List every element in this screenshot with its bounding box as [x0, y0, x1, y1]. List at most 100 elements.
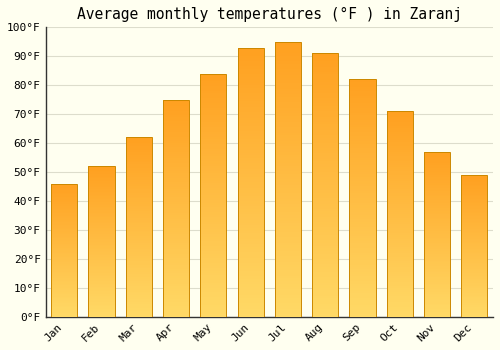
Bar	[387, 177, 413, 179]
Bar	[238, 276, 264, 279]
Bar	[350, 236, 376, 238]
Bar	[275, 275, 301, 278]
Bar	[424, 261, 450, 262]
Bar	[51, 277, 78, 278]
Bar	[126, 157, 152, 159]
Bar	[424, 206, 450, 208]
Bar	[51, 198, 78, 200]
Bar	[88, 166, 115, 317]
Bar	[51, 246, 78, 247]
Bar	[275, 152, 301, 155]
Bar	[424, 295, 450, 297]
Bar	[126, 252, 152, 254]
Bar	[51, 222, 78, 224]
Bar	[312, 167, 338, 169]
Bar	[387, 165, 413, 167]
Bar	[312, 198, 338, 201]
Bar	[238, 236, 264, 239]
Bar	[200, 300, 226, 302]
Bar	[88, 240, 115, 241]
Bar	[387, 214, 413, 216]
Bar	[163, 156, 189, 158]
Bar	[387, 251, 413, 253]
Bar	[312, 256, 338, 259]
Bar	[350, 248, 376, 250]
Bar	[126, 177, 152, 178]
Bar	[200, 266, 226, 268]
Bar	[462, 241, 487, 243]
Bar	[350, 96, 376, 98]
Bar	[238, 206, 264, 209]
Bar	[424, 219, 450, 221]
Bar	[275, 105, 301, 108]
Bar	[424, 286, 450, 287]
Bar	[200, 207, 226, 210]
Bar	[462, 270, 487, 271]
Bar	[200, 108, 226, 110]
Bar	[88, 246, 115, 247]
Bar	[275, 135, 301, 138]
Bar	[387, 272, 413, 274]
Bar	[200, 115, 226, 117]
Bar	[51, 312, 78, 313]
Bar	[163, 245, 189, 247]
Bar	[88, 241, 115, 243]
Bar	[424, 259, 450, 261]
Bar	[200, 127, 226, 130]
Bar	[275, 232, 301, 234]
Bar	[424, 252, 450, 254]
Bar	[387, 257, 413, 259]
Bar	[163, 250, 189, 252]
Bar	[387, 292, 413, 294]
Bar	[126, 256, 152, 258]
Bar	[275, 168, 301, 171]
Bar	[51, 272, 78, 273]
Bar	[312, 119, 338, 122]
Bar	[200, 278, 226, 280]
Bar	[350, 238, 376, 241]
Bar	[387, 206, 413, 208]
Bar	[200, 156, 226, 159]
Bar	[51, 309, 78, 310]
Bar	[424, 314, 450, 315]
Bar	[275, 212, 301, 215]
Bar	[238, 220, 264, 223]
Bar	[238, 66, 264, 69]
Bar	[424, 244, 450, 246]
Bar	[387, 253, 413, 255]
Bar	[275, 267, 301, 270]
Bar	[387, 241, 413, 243]
Bar	[238, 190, 264, 193]
Bar	[462, 175, 487, 317]
Bar	[88, 275, 115, 276]
Bar	[462, 199, 487, 201]
Bar	[350, 276, 376, 279]
Bar	[88, 177, 115, 178]
Bar	[387, 311, 413, 313]
Bar	[88, 192, 115, 193]
Bar	[350, 155, 376, 158]
Bar	[200, 139, 226, 142]
Bar	[350, 312, 376, 314]
Bar	[163, 100, 189, 317]
Bar	[312, 296, 338, 298]
Bar	[275, 64, 301, 66]
Bar	[462, 244, 487, 246]
Bar	[200, 304, 226, 307]
Bar	[126, 155, 152, 157]
Bar	[387, 179, 413, 181]
Bar	[238, 83, 264, 85]
Bar	[312, 88, 338, 90]
Bar	[238, 102, 264, 104]
Bar	[88, 217, 115, 219]
Bar	[200, 193, 226, 195]
Bar	[238, 172, 264, 174]
Bar	[387, 278, 413, 280]
Bar	[200, 217, 226, 219]
Bar	[462, 286, 487, 287]
Bar	[275, 265, 301, 267]
Bar	[238, 223, 264, 225]
Bar	[275, 141, 301, 144]
Bar	[462, 212, 487, 213]
Bar	[88, 290, 115, 291]
